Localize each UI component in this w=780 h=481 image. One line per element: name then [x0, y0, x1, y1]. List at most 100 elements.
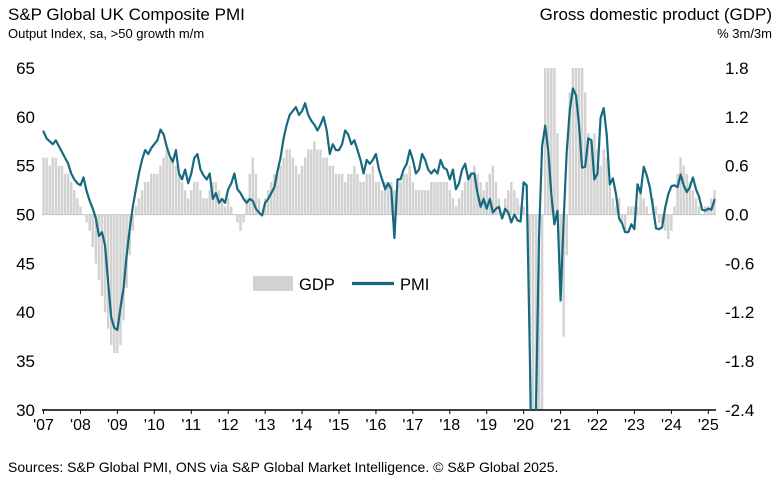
gdp-bar: [402, 173, 405, 215]
gdp-bar: [583, 92, 587, 215]
left-axis-labels: 65 60 55 50 45 40 35 30: [16, 59, 35, 420]
left-axis-tick-label: 60: [16, 108, 35, 127]
gdp-bar: [310, 149, 313, 215]
gdp-bar: [153, 173, 156, 215]
gdp-bar: [245, 198, 248, 215]
gdp-bar: [199, 190, 202, 215]
gdp-bar: [168, 157, 171, 215]
gdp-bar: [670, 214, 673, 231]
gdp-bar: [543, 68, 547, 215]
gdp-bar: [42, 157, 45, 215]
gdp-bar: [657, 214, 661, 223]
gdp-bar: [266, 190, 270, 215]
gdp-bar: [303, 157, 307, 215]
gdp-bar: [383, 182, 387, 215]
gdp-bar: [642, 198, 645, 215]
gdp-bar: [137, 198, 141, 215]
gdp-bar: [368, 173, 371, 215]
gdp-bar: [162, 157, 165, 215]
gdp-bar: [663, 214, 667, 231]
left-axis-tick-label: 55: [16, 157, 35, 176]
right-axis-tick-label: 0.6: [725, 157, 749, 176]
gdp-bar: [608, 182, 612, 215]
gdp-bar: [507, 190, 510, 215]
gdp-bar: [676, 173, 679, 215]
right-axis-tick-label: 0.0: [725, 206, 749, 225]
gdp-bar: [159, 165, 162, 215]
gdp-bar: [45, 157, 48, 215]
gdp-bar: [116, 214, 119, 353]
gdp-bar: [248, 173, 251, 215]
gdp-bar: [451, 198, 455, 215]
x-tick-label: '23: [624, 417, 645, 434]
right-header-block: Gross domestic product (GDP) % 3m/3m: [540, 4, 772, 42]
gdp-bar: [439, 182, 442, 215]
legend-gdp-swatch: [253, 276, 293, 291]
gdp-bar: [220, 198, 224, 215]
right-axis-tick-label: 1.2: [725, 108, 749, 127]
gdp-bar: [534, 214, 538, 410]
gdp-bar: [156, 173, 159, 215]
gdp-bar: [516, 198, 519, 215]
gdp-bar: [48, 165, 51, 215]
x-tick-label: '20: [513, 417, 534, 434]
gdp-bar: [485, 182, 488, 215]
gdp-bar: [627, 206, 630, 215]
gdp-bar: [91, 214, 95, 248]
legend-pmi-label: PMI: [400, 276, 429, 294]
gdp-bar: [556, 133, 559, 215]
right-axis-tick-label: -1.2: [725, 303, 754, 322]
gdp-bar: [411, 182, 415, 215]
gdp-bar: [174, 165, 178, 215]
x-tick-label: '18: [439, 417, 460, 434]
gdp-bar: [528, 214, 532, 337]
gdp-bar: [473, 165, 476, 215]
gdp-bar: [51, 157, 55, 215]
gdp-bar: [282, 157, 285, 215]
gdp-bar: [359, 182, 362, 215]
gdp-bar: [405, 173, 408, 215]
gdp-bar: [337, 173, 341, 215]
gdp-bar: [682, 165, 685, 215]
x-tick-label: '10: [144, 417, 165, 434]
gdp-bar: [571, 68, 575, 215]
left-axis-tick-label: 40: [16, 303, 35, 322]
gdp-bar: [331, 165, 335, 215]
gdp-bar: [611, 198, 615, 215]
gdp-bar: [522, 206, 525, 215]
gdp-bar: [190, 190, 193, 215]
gdp-bar: [350, 173, 353, 215]
left-chart-subtitle: Output Index, sa, >50 growth m/m: [8, 26, 205, 41]
pmi-line-series: [42, 87, 716, 410]
gdp-bar: [143, 182, 147, 215]
gdp-bar: [377, 182, 381, 215]
gdp-bar: [559, 214, 562, 296]
gdp-bar: [97, 214, 101, 280]
gdp-bar: [423, 190, 427, 215]
gdp-bar: [427, 190, 430, 215]
gdp-bar: [294, 165, 298, 215]
gdp-bar: [654, 206, 658, 215]
legend: GDP PMI: [253, 276, 429, 294]
x-tick-label: '11: [181, 417, 201, 434]
gdp-bar: [208, 190, 211, 215]
gdp-bar: [365, 173, 368, 215]
gdp-bar: [254, 173, 258, 215]
gdp-bar: [196, 182, 199, 215]
gdp-bar: [596, 149, 599, 215]
gdp-bar: [633, 206, 636, 215]
gdp-bar: [316, 149, 319, 215]
gdp-bar: [691, 190, 695, 215]
gdp-bar: [577, 68, 581, 215]
x-tick-label: '09: [107, 417, 128, 434]
gdp-bar: [707, 206, 710, 215]
x-tick-label: '08: [70, 417, 91, 434]
x-axis-ticks: '07 '08 '09 '10 '11 '12 '13 '14 '15 '16 '17 '18 '19 '…: [33, 410, 719, 434]
gdp-bar: [66, 173, 70, 215]
gdp-bar: [356, 173, 359, 215]
gdp-bar: [636, 206, 639, 215]
gdp-bar: [387, 182, 390, 215]
gdp-bar: [685, 173, 688, 215]
gdp-bar: [697, 206, 701, 215]
